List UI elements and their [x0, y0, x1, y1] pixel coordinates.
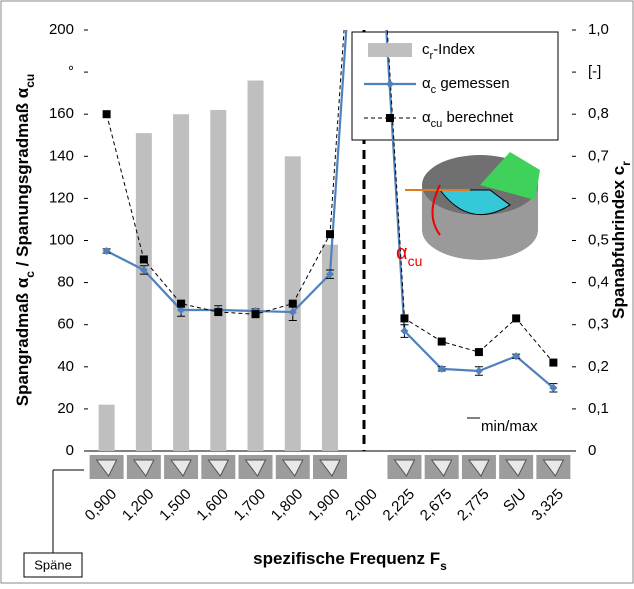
chip-image — [387, 455, 421, 479]
error-legend: min/max — [481, 418, 538, 435]
y2-tick-label: 0,2 — [588, 358, 609, 375]
text-part: α — [422, 75, 431, 92]
bar — [99, 405, 115, 451]
marker — [252, 310, 260, 318]
y2-tick-label: 0 — [588, 442, 596, 459]
bar — [248, 81, 264, 451]
marker — [214, 308, 222, 316]
marker — [140, 255, 148, 263]
bar — [136, 133, 152, 451]
marker — [400, 314, 408, 322]
chip-image — [425, 455, 459, 479]
y-tick-label: 160 — [49, 105, 74, 122]
text-part: α — [396, 242, 408, 264]
legend-swatch — [368, 43, 412, 57]
chip-image — [276, 455, 310, 479]
bar — [173, 114, 189, 451]
y-tick-label: 20 — [57, 400, 74, 417]
marker — [475, 348, 483, 356]
text-part: s — [440, 559, 447, 573]
text-part: cu — [23, 74, 37, 88]
marker — [177, 300, 185, 308]
chip-image — [313, 455, 347, 479]
y2-tick-label: 1,0 — [588, 21, 609, 38]
y2-tick-label: 0,3 — [588, 316, 609, 333]
y2-tick-label: 0,1 — [588, 400, 609, 417]
text-part: cu — [431, 118, 443, 130]
chip-image — [499, 455, 533, 479]
text-part: α — [422, 109, 431, 126]
text-part: / Spanungsgradmaß α — [13, 87, 32, 271]
annotation: Späne — [34, 557, 72, 572]
y-tick-label: 40 — [57, 358, 74, 375]
text-part: spezifische Frequenz F — [253, 549, 440, 568]
chip-image — [90, 455, 124, 479]
chip-image — [164, 455, 198, 479]
y-tick-label: 80 — [57, 274, 74, 291]
bar — [210, 110, 226, 451]
marker — [438, 338, 446, 346]
marker — [289, 300, 297, 308]
text-part: gemessen — [436, 75, 509, 92]
chip-image — [462, 455, 496, 479]
y-tick-label: ° — [68, 63, 74, 80]
y2-tick-label: 0,6 — [588, 189, 609, 206]
inset-brand: LTI MOTION — [462, 262, 508, 271]
y-tick-label: 140 — [49, 147, 74, 164]
marker — [549, 359, 557, 367]
y-tick-label: 100 — [49, 231, 74, 248]
y-tick-label: 120 — [49, 189, 74, 206]
legend-marker — [386, 114, 394, 122]
y2-tick-label: 0,7 — [588, 147, 609, 164]
text-part: cu — [408, 253, 423, 269]
text-part: r — [619, 161, 633, 166]
y2-tick-label: [-] — [588, 63, 601, 80]
chart: Späne 0 20 40 60 80 100 120 140 160 ° 200 0 0,1 0,2 0,… — [0, 0, 634, 584]
marker — [103, 110, 111, 118]
y-tick-label: 0 — [66, 442, 74, 459]
chip-image — [239, 455, 273, 479]
chip-image — [536, 455, 570, 479]
text-part: Spangradmaß α — [13, 277, 32, 406]
y-tick-label: 200 — [49, 21, 74, 38]
marker — [326, 230, 334, 238]
text-part: -Index — [433, 41, 475, 58]
marker — [512, 314, 520, 322]
chip-image — [201, 455, 235, 479]
y2-tick-label: 0,5 — [588, 231, 609, 248]
y2-tick-label: 0,4 — [588, 274, 609, 291]
text-part: Spanabfuhrindex c — [609, 166, 628, 319]
text-part: berechnet — [442, 109, 514, 126]
y-tick-label: 60 — [57, 316, 74, 333]
chip-image — [127, 455, 161, 479]
y2-tick-label: 0,8 — [588, 105, 609, 122]
